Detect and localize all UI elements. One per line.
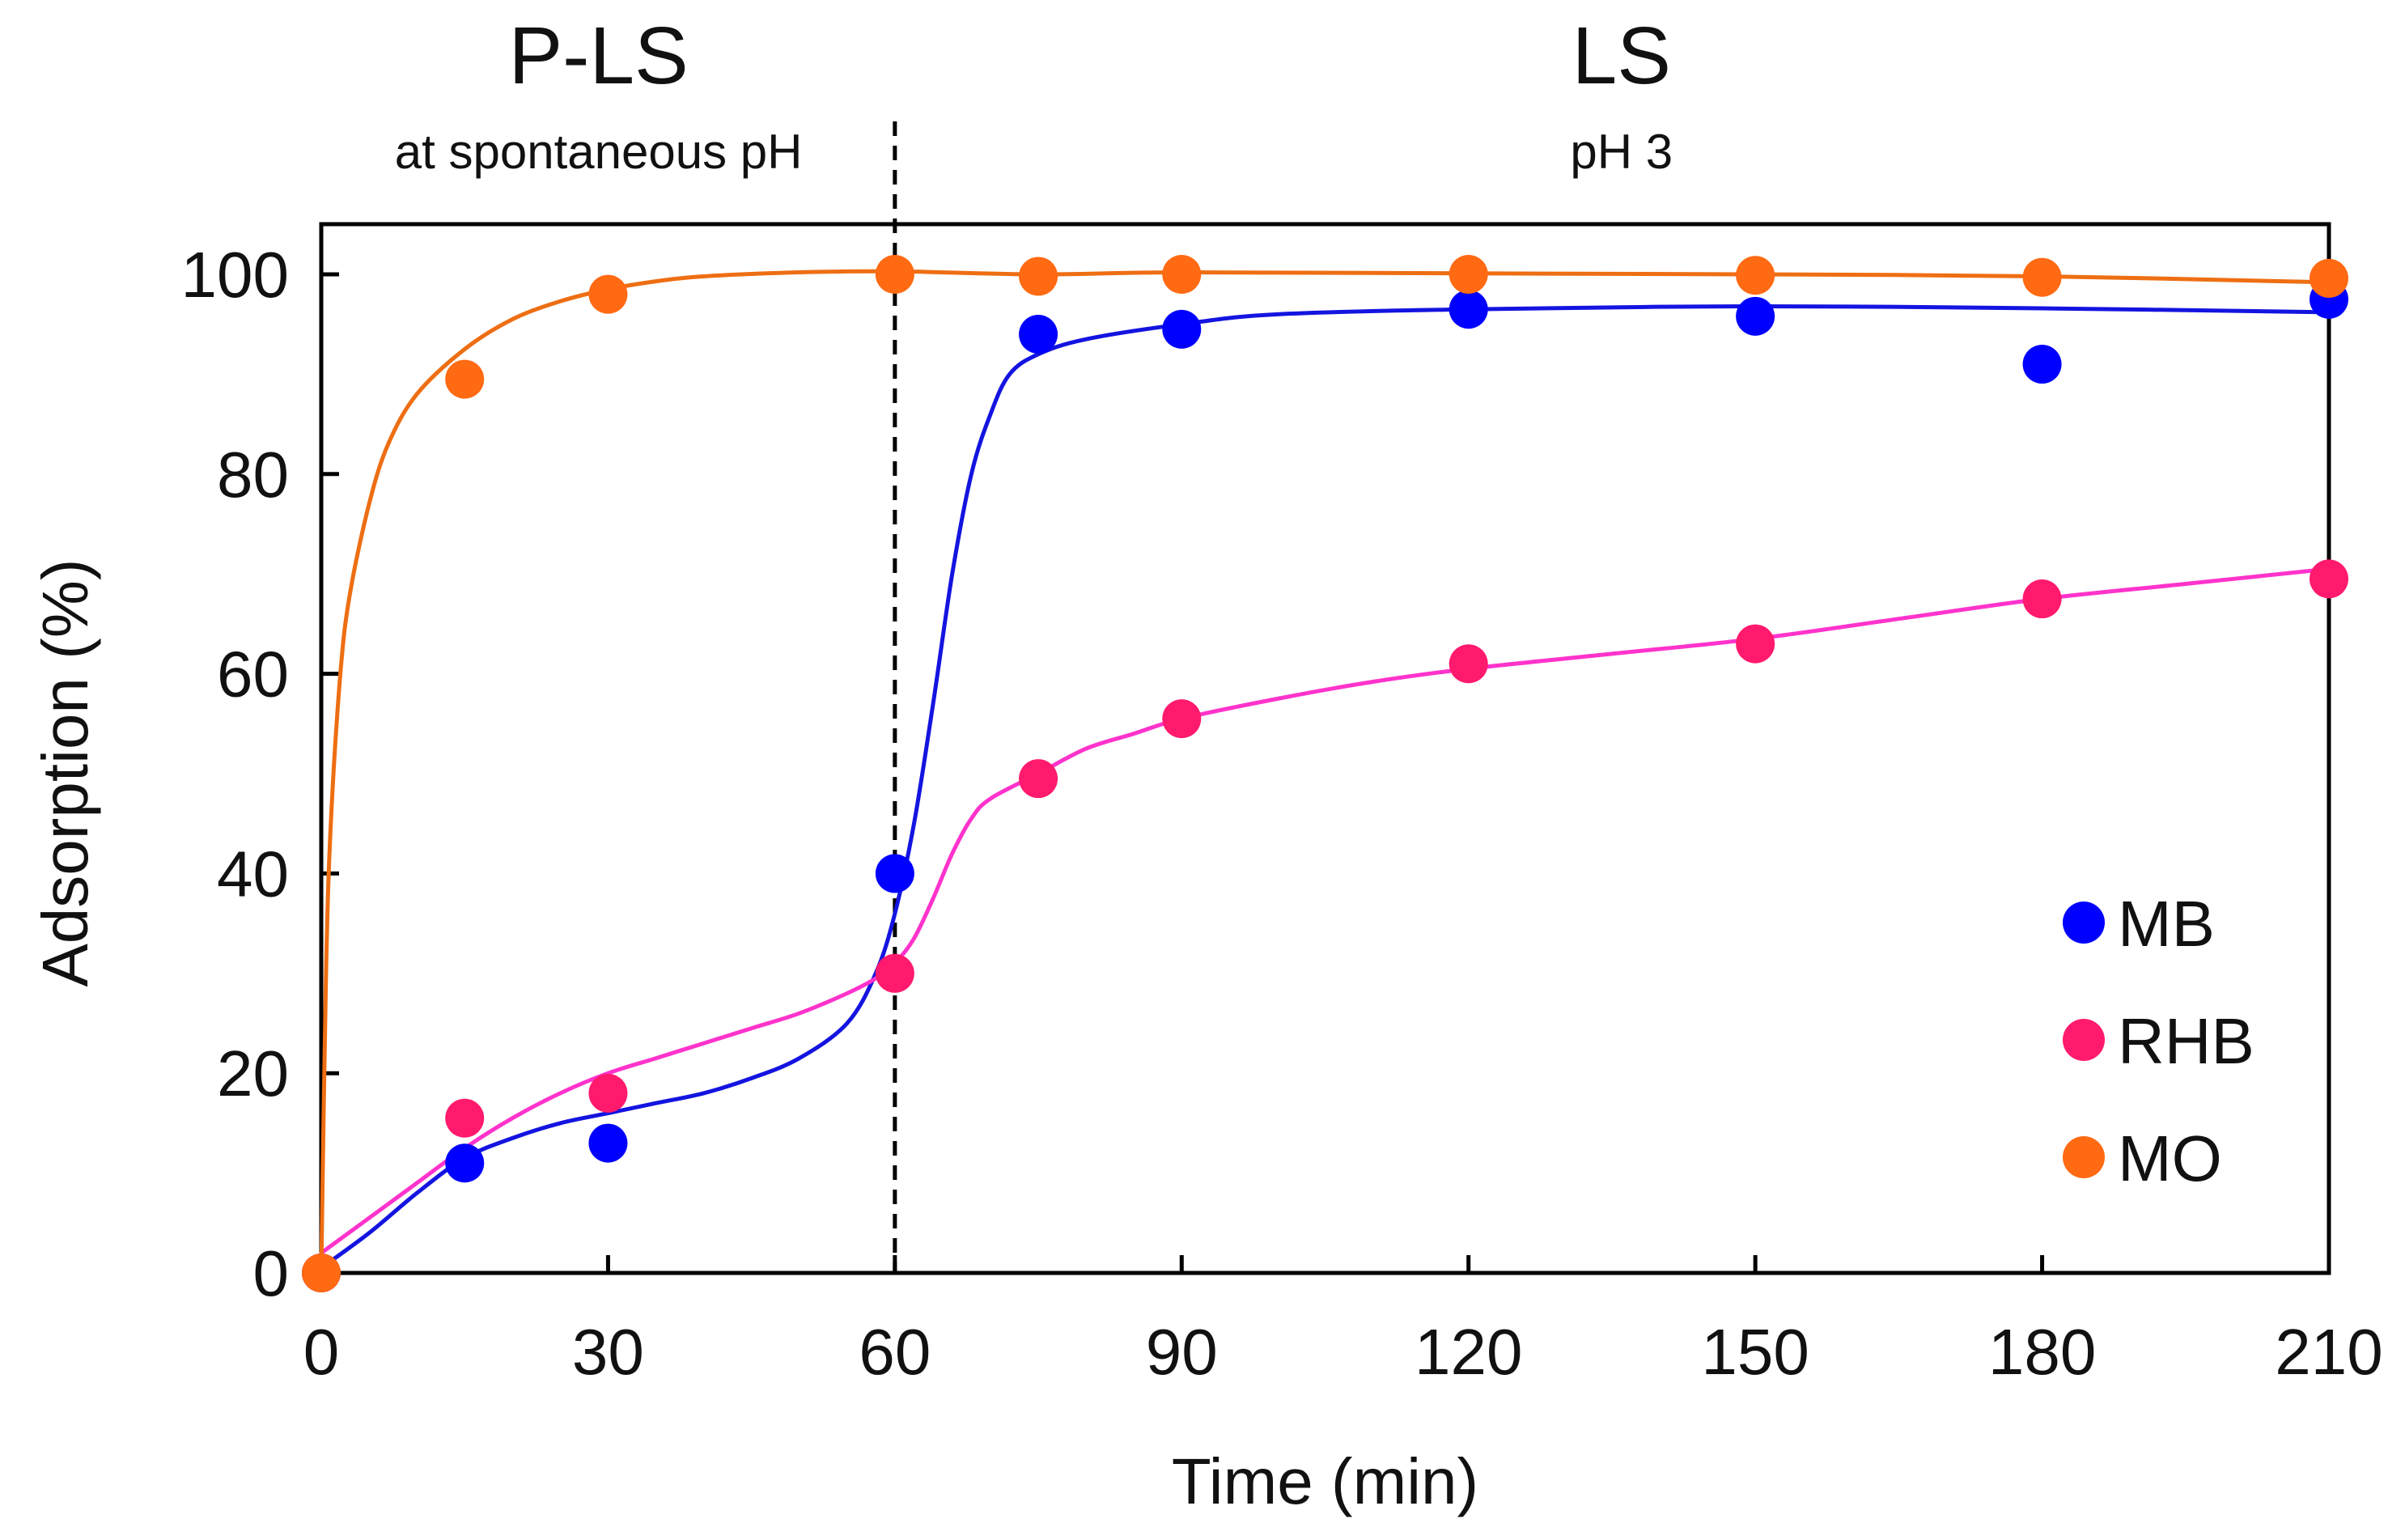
mb-point — [1449, 290, 1488, 329]
y-tick-label: 100 — [181, 239, 289, 311]
mo-point — [1019, 257, 1058, 296]
mo-point — [1736, 256, 1775, 295]
mb-point — [445, 1143, 485, 1183]
axes: 0 30 60 90 120 150 180 210 0 20 40 60 80 100 — [181, 222, 2383, 1388]
mo-point — [1449, 255, 1488, 294]
y-tick-label: 40 — [217, 838, 289, 910]
rhb-point — [1736, 624, 1775, 664]
mb-point — [875, 854, 914, 893]
y-axis-title: Adsorption (%) — [29, 558, 101, 986]
y-tick-label: 0 — [253, 1237, 290, 1309]
y-tick-label: 60 — [217, 638, 289, 711]
mb-point — [2022, 345, 2062, 384]
y-tick-label: 80 — [217, 439, 289, 511]
x-tick-label: 120 — [1415, 1316, 1522, 1388]
x-axis-title: Time (min) — [1172, 1445, 1478, 1517]
rhb-point — [2022, 579, 2062, 619]
legend-label-mo: MO — [2118, 1122, 2222, 1194]
mb-fit-curve — [319, 303, 2331, 1271]
x-tick-label: 0 — [303, 1316, 340, 1388]
mo-point — [302, 1254, 341, 1292]
plot-frame — [319, 222, 2331, 1275]
rhb-point — [1019, 759, 1058, 799]
mo-point — [2022, 257, 2062, 297]
legend-label-rhb: RHB — [2118, 1005, 2254, 1077]
rhb-point — [1449, 644, 1488, 684]
x-tick-label: 60 — [859, 1316, 931, 1388]
phase-subtitle: at spontaneous pH — [395, 125, 803, 179]
phase-annotations: P-LS at spontaneous pH LS pH 3 — [395, 11, 1673, 179]
mo-point — [445, 359, 485, 399]
rhb-fit-curve — [319, 566, 2331, 1255]
mb-point — [1019, 315, 1058, 354]
mo-point — [588, 274, 628, 314]
rhb-point — [588, 1073, 628, 1113]
y-tick-label: 20 — [217, 1037, 289, 1109]
legend: MB RHB MO — [2063, 888, 2254, 1194]
rhb-point — [2310, 559, 2348, 599]
mo-point — [875, 255, 914, 294]
x-tick-label: 210 — [2275, 1316, 2382, 1388]
legend-marker-rhb — [2063, 1019, 2105, 1061]
rhb-point — [875, 953, 914, 993]
x-tick-label: 30 — [572, 1316, 644, 1388]
mb-point — [588, 1123, 628, 1163]
data-points — [302, 255, 2348, 1292]
mo-point — [2310, 258, 2348, 298]
mo-point — [1162, 255, 1202, 294]
x-tick-label: 180 — [1988, 1316, 2096, 1388]
phase-subtitle: pH 3 — [1570, 125, 1673, 179]
mo-fit-curve — [319, 269, 2331, 1275]
legend-label-mb: MB — [2118, 888, 2215, 960]
legend-marker-mo — [2063, 1136, 2105, 1178]
rhb-point — [445, 1098, 485, 1138]
legend-marker-mb — [2063, 902, 2105, 944]
phase-title: P-LS — [508, 11, 688, 101]
fit-curves — [319, 269, 2331, 1275]
x-tick-label: 90 — [1146, 1316, 1218, 1388]
mb-point — [1162, 309, 1202, 349]
mb-point — [1736, 296, 1775, 336]
x-tick-label: 150 — [1701, 1316, 1809, 1388]
phase-title: LS — [1572, 11, 1671, 101]
rhb-point — [1162, 699, 1202, 739]
